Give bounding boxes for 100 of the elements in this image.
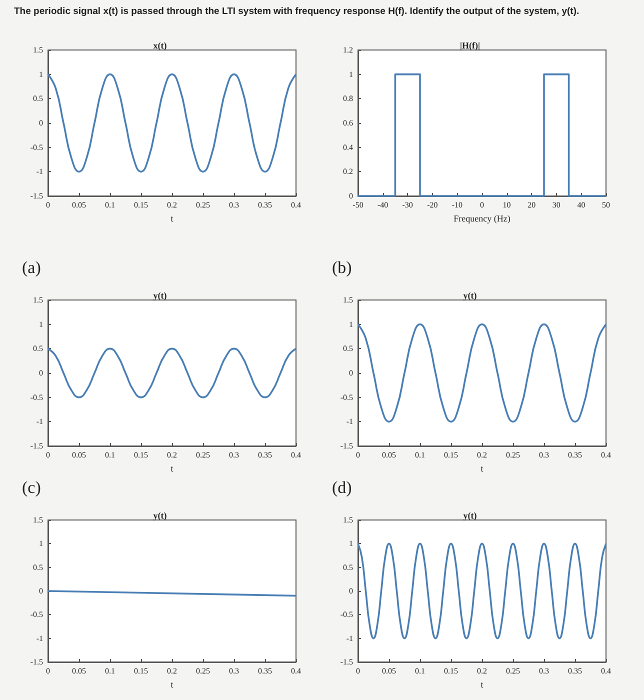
y-tick-label: -1 xyxy=(346,417,353,426)
x-tick-label: 0.2 xyxy=(477,666,487,676)
y-tick-label: 0 xyxy=(349,586,353,596)
x-tick-label: 0.3 xyxy=(229,666,239,676)
x-tick-label: 30 xyxy=(552,200,560,210)
text: The periodic signal x(t) is passed through the LTI system with frequency response H(f). Identify the output of the system, y(t). xyxy=(14,6,580,17)
x-tick-label: 0 xyxy=(46,450,50,460)
y-tick-label: 0 xyxy=(349,192,353,200)
x-tick-label: 0.15 xyxy=(134,200,148,210)
y-tick-label: 0 xyxy=(39,118,43,128)
y-tick-label: -0.5 xyxy=(30,142,43,152)
y-tick-label: 0.5 xyxy=(33,94,43,104)
y-tick-label: 1 xyxy=(349,70,353,79)
x-tick-label: 0.15 xyxy=(444,450,458,460)
x-tick-label: 0.2 xyxy=(167,200,177,210)
x-tick-label: 0.05 xyxy=(72,200,86,210)
x-tick-label: 0.05 xyxy=(72,450,86,460)
x-tick-label: 0 xyxy=(46,666,50,676)
x-tick-label: 0.1 xyxy=(415,666,425,676)
y-tick-label: 1 xyxy=(39,70,43,79)
y-tick-label: -1 xyxy=(346,634,353,643)
x-tick-label: 0.35 xyxy=(258,200,272,210)
x-tick-label: 0.3 xyxy=(229,450,239,460)
y-tick-label: 1.5 xyxy=(33,516,43,524)
x-tick-label: 0.4 xyxy=(291,450,301,460)
x-tick-label: -10 xyxy=(452,200,463,210)
chart-title: y(t) xyxy=(153,510,167,520)
x-tick-label: 0 xyxy=(480,200,484,210)
x-tick-label: 0.15 xyxy=(134,666,148,676)
y-tick-label: -0.5 xyxy=(30,392,43,402)
y-tick-label: -1.5 xyxy=(340,658,353,666)
y-tick-label: 1 xyxy=(349,539,353,548)
x-tick-label: 0.15 xyxy=(444,666,458,676)
x-tick-label: 0.3 xyxy=(539,450,549,460)
y-tick-label: -1.5 xyxy=(30,658,43,666)
x-tick-label: 0.1 xyxy=(105,200,115,210)
y-tick-label: -1 xyxy=(36,634,43,643)
x-tick-label: 0.2 xyxy=(167,450,177,460)
x-tick-label: 0.05 xyxy=(382,666,396,676)
x-tick-label: 0.35 xyxy=(258,450,272,460)
y-tick-label: 1 xyxy=(349,320,353,329)
x-tick-label: 0.3 xyxy=(229,200,239,210)
y-tick-label: 0 xyxy=(39,368,43,378)
y-tick-label: 0.5 xyxy=(33,562,43,572)
y-tick-label: 0.5 xyxy=(343,344,353,354)
y-tick-label: 1.2 xyxy=(343,46,353,54)
x-tick-label: 0.25 xyxy=(506,450,520,460)
chart-title: x(t) xyxy=(153,40,167,50)
chart-title: |H(f)| xyxy=(460,40,480,50)
x-axis-title: t xyxy=(170,464,174,474)
y-tick-label: 1 xyxy=(39,320,43,329)
x-tick-label: 0.05 xyxy=(382,450,396,460)
x-tick-label: 0 xyxy=(356,450,360,460)
x-axis-title: t xyxy=(170,680,174,690)
y-tick-label: 0 xyxy=(349,368,353,378)
text: (c) xyxy=(22,478,41,498)
x-tick-label: 0.4 xyxy=(291,666,301,676)
chart-title: y(t) xyxy=(463,510,477,520)
text: (b) xyxy=(332,258,352,278)
y-tick-label: -1 xyxy=(36,417,43,426)
line-series xyxy=(357,323,607,423)
y-tick-label: 1.5 xyxy=(343,296,353,304)
y-tick-label: 0 xyxy=(39,586,43,596)
x-tick-label: 0.25 xyxy=(506,666,520,676)
x-tick-label: 50 xyxy=(602,200,610,210)
x-tick-label: -20 xyxy=(427,200,438,210)
x-axis-title: t xyxy=(480,680,484,690)
x-tick-label: 0.1 xyxy=(105,450,115,460)
x-tick-label: 0.4 xyxy=(601,450,611,460)
line-series xyxy=(47,73,297,173)
x-tick-label: -30 xyxy=(402,200,413,210)
y-tick-label: 0.2 xyxy=(343,167,353,176)
x-tick-label: -50 xyxy=(352,200,364,210)
x-tick-label: 0.2 xyxy=(167,666,177,676)
x-tick-label: 0.3 xyxy=(539,666,549,676)
y-tick-label: -1.5 xyxy=(340,442,353,450)
x-tick-label: 0.25 xyxy=(196,200,210,210)
x-tick-label: 0.1 xyxy=(105,666,115,676)
x-tick-label: 0.35 xyxy=(568,666,582,676)
y-tick-label: -1.5 xyxy=(30,442,43,450)
y-tick-label: 1.5 xyxy=(343,516,353,524)
y-tick-label: 0.5 xyxy=(33,344,43,354)
y-tick-label: 1.5 xyxy=(33,296,43,304)
text: (d) xyxy=(332,478,352,498)
y-tick-label: -1.5 xyxy=(30,192,43,200)
chart-title: y(t) xyxy=(153,290,167,300)
chart-title: y(t) xyxy=(463,290,477,300)
y-tick-label: 1.5 xyxy=(33,46,43,54)
y-tick-label: -1 xyxy=(36,167,43,176)
x-tick-label: 0.35 xyxy=(258,666,272,676)
x-tick-label: 0.25 xyxy=(196,450,210,460)
x-tick-label: 20 xyxy=(528,200,536,210)
x-axis-title: t xyxy=(170,214,174,224)
line-series xyxy=(47,348,297,398)
x-tick-label: 10 xyxy=(502,200,511,210)
x-tick-label: 40 xyxy=(577,200,586,210)
y-tick-label: -0.5 xyxy=(340,610,353,620)
y-tick-label: 0.4 xyxy=(343,142,353,152)
x-axis-title: Frequency (Hz) xyxy=(454,214,510,224)
y-tick-label: 0.6 xyxy=(343,118,353,128)
